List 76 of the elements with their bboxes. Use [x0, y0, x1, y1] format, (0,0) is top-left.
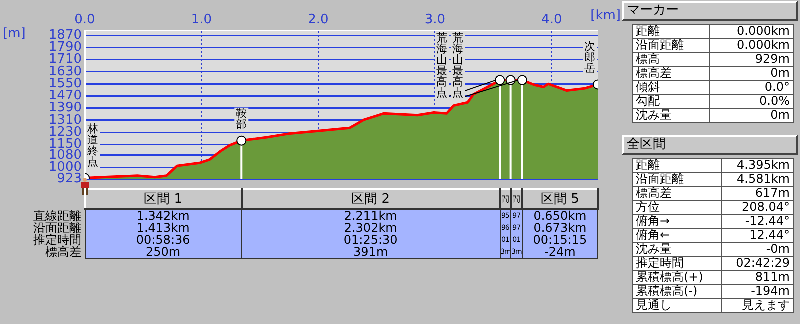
- text: 0.000km: [737, 24, 790, 38]
- annotation: 荒海山最高点: [452, 31, 464, 100]
- x-tick-label: 0.0: [74, 12, 96, 28]
- category-label: 間: [510, 189, 522, 209]
- category-label: 間: [500, 189, 511, 209]
- text: マーカー: [622, 1, 798, 21]
- category-label: 勾配: [636, 94, 660, 108]
- text: 0m: [770, 108, 790, 122]
- text: -194m: [751, 284, 790, 298]
- category-label: 傾斜: [636, 80, 660, 94]
- text: 208.04°: [742, 200, 790, 214]
- text: 02:42:29: [736, 256, 790, 270]
- category-label: 沿面距離: [34, 221, 82, 235]
- text: 0.0%: [760, 94, 790, 108]
- category-label: 直線距離: [34, 208, 82, 222]
- text: 391m: [354, 245, 388, 259]
- x-tick-label: 1.0: [191, 12, 212, 28]
- text: 0m: [770, 66, 790, 80]
- text: 811m: [755, 270, 790, 284]
- text: 0.650km: [534, 209, 587, 223]
- annotation: 荒海山最高点: [436, 31, 448, 100]
- text: 0.000km: [737, 38, 790, 52]
- text: 929m: [755, 52, 790, 66]
- y-axis-title: [m]: [3, 26, 26, 42]
- annotation: 次郎岳: [584, 40, 596, 76]
- category-label: 沿面距離: [636, 38, 684, 52]
- text: 4.581km: [737, 172, 790, 186]
- text: 4.395km: [737, 158, 790, 172]
- y-tick-label: 1870: [48, 28, 82, 43]
- text: 12.44°: [750, 228, 790, 242]
- category-label: 距離: [636, 158, 660, 172]
- category-label: 標高差: [46, 245, 82, 260]
- text: 00:58:36: [136, 233, 190, 247]
- category-label: 累積標高(-): [636, 284, 698, 298]
- text: -24m: [544, 245, 576, 259]
- text: 0.0°: [764, 80, 790, 94]
- category-label: 方位: [636, 200, 660, 214]
- x-axis-title: [km]: [590, 8, 621, 24]
- text: 見えます: [742, 298, 790, 312]
- category-label: 推定時間: [34, 233, 82, 247]
- text: -0m: [766, 242, 790, 256]
- category-label: 距離: [636, 24, 660, 38]
- category-label: 俯角→: [636, 214, 670, 228]
- category-label: 区間 1: [85, 189, 242, 209]
- point: [517, 75, 528, 86]
- category-label: 見通し: [636, 298, 672, 312]
- category-label: 標高差: [636, 186, 672, 200]
- annotation: 林道終点: [86, 122, 98, 169]
- y-tick-label: 923: [57, 172, 82, 187]
- category-label: 区間 5: [522, 189, 598, 209]
- text: 1.413km: [136, 221, 190, 235]
- text: 2.302km: [344, 221, 398, 235]
- category-label: 沿面距離: [636, 172, 684, 186]
- category-label: 推定時間: [636, 256, 684, 270]
- category-label: 区間 2: [242, 189, 500, 209]
- x-tick-label: 3.0: [424, 12, 446, 28]
- annotation: 鞍部: [236, 107, 248, 132]
- text: 2.211km: [344, 209, 398, 223]
- text: 0.673km: [534, 221, 587, 235]
- text: 250m: [146, 245, 181, 259]
- text: 00:15:15: [533, 233, 588, 247]
- category-label: 累積標高(+): [636, 270, 704, 284]
- x-tick-label: 2.0: [308, 12, 329, 28]
- text: -12.44°: [745, 214, 790, 228]
- x-tick-label: 4.0: [542, 12, 562, 28]
- category-label: 沈み量: [636, 242, 672, 256]
- category-label: 俯角←: [636, 228, 670, 242]
- category-label: 標高差: [636, 66, 672, 80]
- point: [495, 75, 506, 86]
- text: 01:25:30: [344, 233, 398, 247]
- text: 全区間: [622, 135, 798, 155]
- text: 1.342km: [136, 209, 190, 223]
- point: [236, 136, 247, 146]
- text: 617m: [755, 186, 790, 200]
- category-label: 標高: [636, 52, 660, 66]
- category-label: 沈み量: [636, 108, 672, 122]
